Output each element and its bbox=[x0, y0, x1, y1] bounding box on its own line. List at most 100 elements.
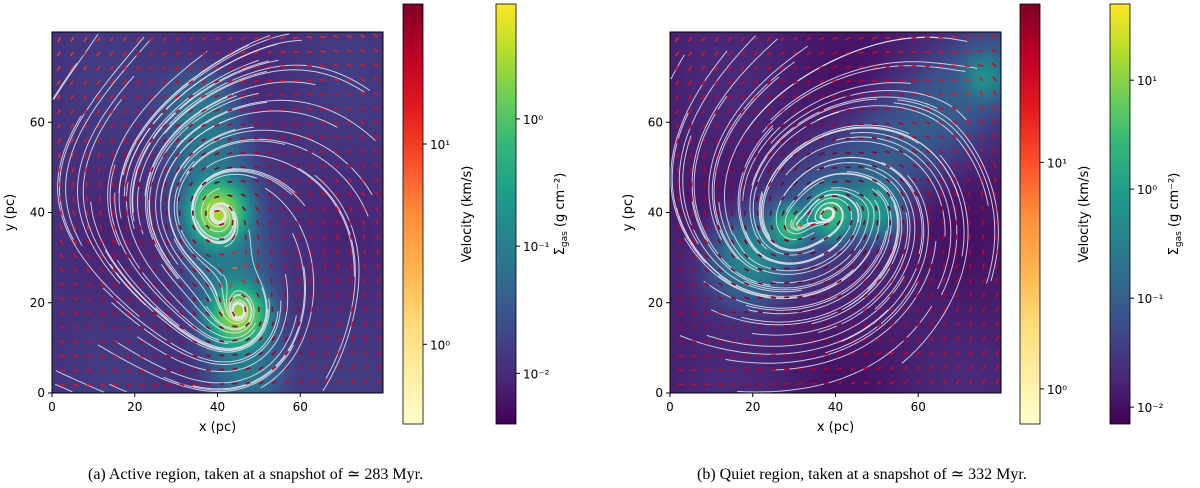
velocity-arrow bbox=[797, 339, 803, 342]
velocity-arrow bbox=[152, 210, 155, 216]
velocity-arrow bbox=[214, 123, 220, 127]
velocity-arrow bbox=[86, 210, 89, 216]
velocity-arrow bbox=[109, 36, 114, 42]
y-tick-label: 0 bbox=[37, 386, 45, 400]
y-tick-label: 60 bbox=[30, 115, 45, 129]
velocity-arrow bbox=[727, 109, 732, 115]
velocity-arrow bbox=[57, 138, 62, 144]
velocity-arrow bbox=[350, 335, 354, 341]
velocity-arrow bbox=[56, 65, 61, 71]
velocity-arrow bbox=[96, 36, 101, 42]
velocity-arrow bbox=[192, 383, 198, 386]
velocity-arrow bbox=[201, 123, 207, 128]
velocity-arrow bbox=[993, 162, 997, 168]
velocity-arrow bbox=[178, 311, 184, 316]
velocity-arrow bbox=[676, 152, 680, 158]
velocity-arrow bbox=[807, 210, 812, 216]
velocity-arrow bbox=[148, 65, 154, 71]
velocity-arrow bbox=[836, 323, 843, 327]
velocity-arrow bbox=[730, 253, 736, 259]
velocity-arrow bbox=[836, 220, 841, 226]
velocity-arrow bbox=[148, 109, 154, 114]
velocity-arrow bbox=[96, 109, 101, 115]
velocity-arrow bbox=[152, 268, 157, 273]
velocity-arrow bbox=[241, 206, 247, 212]
velocity-arrow bbox=[333, 35, 339, 39]
velocity-arrow bbox=[898, 149, 904, 154]
velocity-arrow bbox=[362, 234, 366, 240]
velocity-arrow bbox=[179, 354, 185, 358]
velocity-arrow bbox=[863, 337, 869, 342]
streamline bbox=[136, 70, 268, 235]
velocity-arrow bbox=[810, 223, 816, 226]
velocity-arrow bbox=[348, 205, 353, 212]
velocity-arrow bbox=[902, 278, 907, 284]
streamline bbox=[703, 230, 887, 309]
velocity-arrow bbox=[245, 352, 251, 356]
velocity-arrow bbox=[84, 167, 88, 173]
velocity-arrow bbox=[240, 51, 246, 55]
velocity-arrow bbox=[297, 365, 303, 370]
velocity-arrow bbox=[311, 379, 316, 385]
velocity-arrow bbox=[201, 108, 207, 113]
streamline bbox=[260, 187, 315, 389]
velocity-arrow bbox=[271, 365, 277, 371]
velocity-arrow bbox=[885, 136, 891, 140]
velocity-arrow bbox=[727, 65, 732, 71]
velocity-arrow bbox=[86, 368, 92, 373]
velocity-arrow bbox=[377, 350, 381, 356]
velocity-arrow bbox=[952, 162, 957, 168]
velocity-arrow bbox=[126, 325, 132, 330]
velocity-arrow bbox=[165, 340, 171, 344]
x-tick-label: 0 bbox=[48, 400, 56, 414]
velocity-arrow bbox=[951, 92, 957, 96]
velocity-arrow bbox=[770, 253, 776, 257]
velocity-arrow bbox=[280, 51, 286, 54]
velocity-arrow bbox=[205, 383, 211, 386]
velocity-arrow bbox=[214, 195, 220, 199]
velocity-arrow bbox=[968, 350, 973, 356]
velocity-arrow bbox=[954, 205, 958, 211]
velocity-arrow bbox=[849, 264, 855, 270]
streamline bbox=[693, 96, 771, 286]
velocity-arrow bbox=[929, 278, 933, 284]
velocity-arrow bbox=[766, 51, 772, 56]
velocity-arrow bbox=[717, 368, 724, 372]
velocity-arrow bbox=[227, 79, 233, 84]
velocity-arrow bbox=[296, 248, 300, 255]
velocity-arrow bbox=[309, 234, 313, 240]
velocity-arrow bbox=[955, 321, 960, 327]
velocity-arrow bbox=[940, 191, 944, 197]
velocity-arrow bbox=[334, 191, 339, 197]
velocity-arrow bbox=[887, 205, 891, 211]
velocity-arrow bbox=[858, 179, 864, 183]
velocity-arrow bbox=[126, 383, 132, 387]
velocity-arrow bbox=[797, 353, 803, 356]
velocity-arrow bbox=[885, 65, 891, 68]
velocity-arrow bbox=[258, 351, 264, 356]
velocity-arrow bbox=[885, 150, 891, 154]
velocity-arrow bbox=[293, 93, 299, 96]
velocity-arrow bbox=[336, 234, 340, 240]
velocity-arrow bbox=[125, 282, 131, 288]
velocity-arrow bbox=[214, 79, 220, 84]
velocity-arrow bbox=[86, 267, 91, 273]
velocity-arrow bbox=[214, 65, 220, 70]
velocity-arrow bbox=[691, 368, 697, 372]
streamline bbox=[149, 92, 259, 263]
velocity-arrow bbox=[284, 350, 289, 356]
streamline bbox=[759, 193, 844, 251]
velocity-arrow bbox=[992, 76, 997, 82]
velocity-arrow bbox=[178, 253, 184, 259]
velocity-arrow bbox=[163, 181, 167, 187]
velocity-arrow bbox=[377, 364, 381, 370]
y-tick-label: 40 bbox=[30, 206, 45, 220]
velocity-arrow bbox=[753, 109, 759, 114]
velocity-arrow bbox=[112, 239, 117, 245]
density-colorbar-tick-label: 10⁰ bbox=[1137, 183, 1157, 197]
velocity-arrow bbox=[728, 138, 732, 144]
velocity-arrow bbox=[717, 325, 724, 329]
streamline bbox=[97, 344, 295, 392]
streamline bbox=[104, 249, 269, 351]
velocity-arrow bbox=[716, 181, 719, 187]
